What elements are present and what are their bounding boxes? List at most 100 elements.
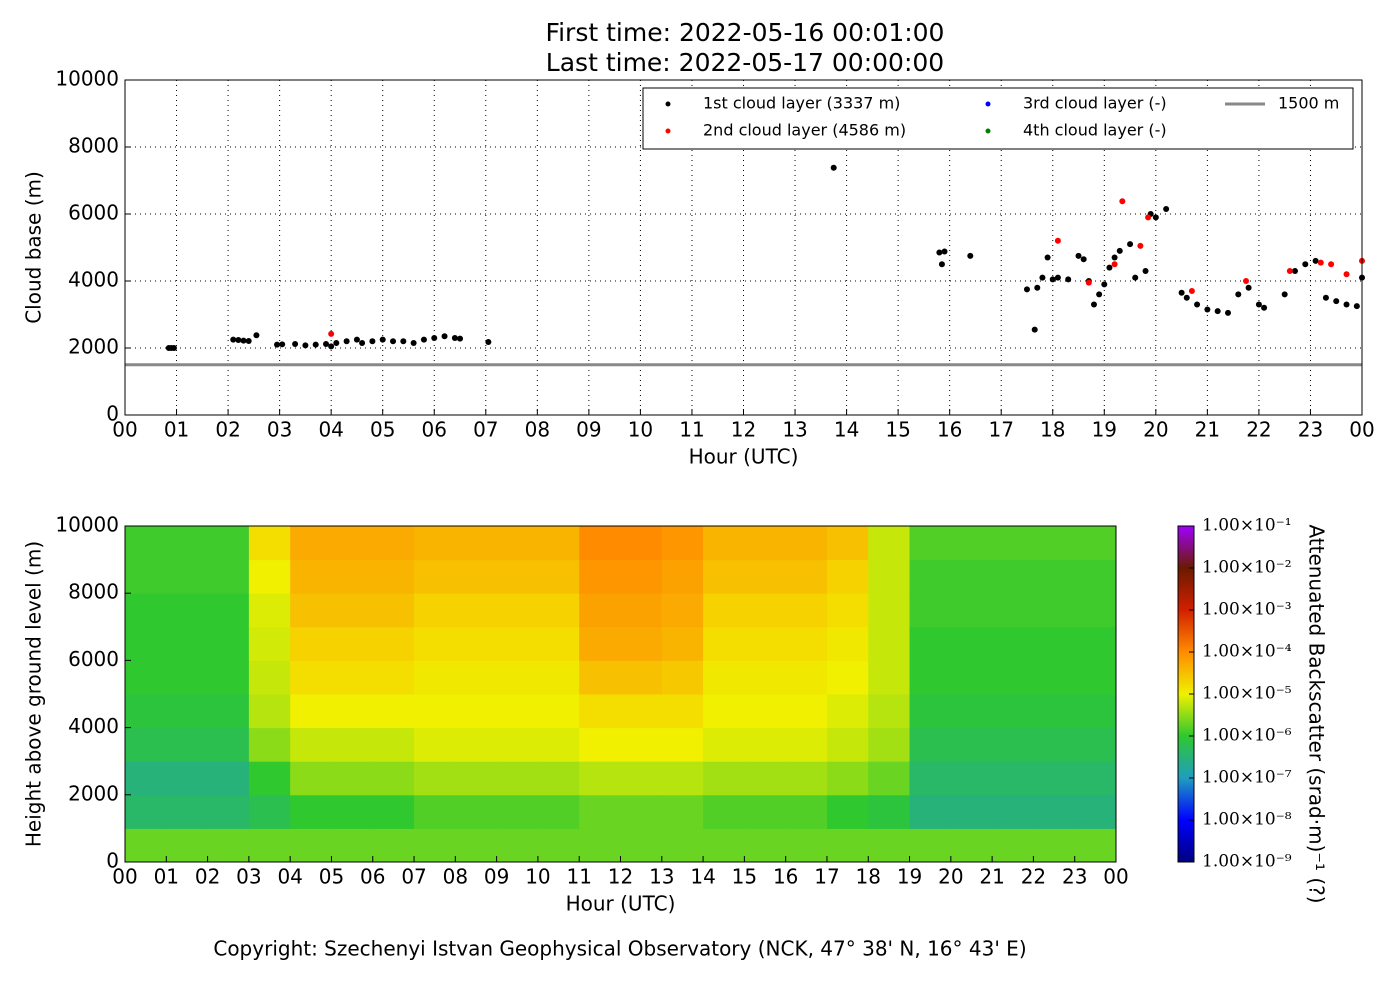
heatmap-cell xyxy=(537,828,580,863)
heatmap-cell xyxy=(744,660,787,695)
x-tick-label: 05 xyxy=(370,418,395,442)
heatmap-cell xyxy=(455,626,498,661)
x-tick-label: 10 xyxy=(525,865,550,889)
x-tick-label: 16 xyxy=(937,418,962,442)
heatmap-cell xyxy=(125,794,167,829)
heatmap-cell xyxy=(455,593,498,628)
heatmap-cell xyxy=(331,526,374,561)
heatmap-cell xyxy=(785,694,828,729)
cloud-point xyxy=(830,164,837,171)
cloud-point xyxy=(1085,279,1092,286)
heatmap-cell xyxy=(455,660,498,695)
heatmap-cell xyxy=(496,660,539,695)
heatmap-cell xyxy=(125,660,167,695)
cloud-point xyxy=(1281,291,1288,298)
heatmap-cell xyxy=(207,761,250,796)
heatmap-cell xyxy=(703,727,745,762)
y-tick-label: 10000 xyxy=(55,67,119,91)
cloud-point xyxy=(328,330,335,337)
x-tick-label: 03 xyxy=(267,418,292,442)
heatmap-cell xyxy=(1033,694,1076,729)
cloud-point xyxy=(1178,289,1185,296)
heatmap-cell xyxy=(909,727,952,762)
heatmap-cell xyxy=(992,727,1034,762)
heatmap-cell xyxy=(909,526,952,561)
heatmap-cell xyxy=(207,794,250,829)
cloud-point xyxy=(333,339,340,346)
heatmap-cell xyxy=(826,727,869,762)
cloud-point xyxy=(1261,304,1268,311)
cloud-point xyxy=(420,336,427,343)
cloud-point xyxy=(1065,276,1072,283)
heatmap-cell xyxy=(207,526,250,561)
heatmap-cell xyxy=(826,660,869,695)
cloud-point xyxy=(1054,274,1061,281)
heatmap-cell xyxy=(248,626,291,661)
heatmap-cell xyxy=(620,660,663,695)
heatmap xyxy=(125,526,1117,863)
cloud-point xyxy=(1328,261,1335,268)
heatmap-cell xyxy=(537,794,580,829)
cloud-point xyxy=(1312,257,1319,264)
cloud-point xyxy=(441,333,448,340)
y-axis-label: Height above ground level (m) xyxy=(22,541,46,847)
cloud-point xyxy=(1317,259,1324,266)
heatmap-cell xyxy=(372,626,415,661)
cloud-point xyxy=(1302,261,1309,268)
cloud-point xyxy=(1194,301,1201,308)
cloud-point xyxy=(1090,301,1097,308)
cloud-point xyxy=(1023,286,1030,293)
heatmap-cell xyxy=(703,526,745,561)
title-line: First time: 2022-05-16 00:01:00 xyxy=(546,18,945,47)
heatmap-cell xyxy=(1033,794,1076,829)
heatmap-cell xyxy=(290,694,332,729)
heatmap-cell xyxy=(331,660,374,695)
cloud-point xyxy=(1127,241,1134,248)
heatmap-cell xyxy=(414,694,456,729)
heatmap-cell xyxy=(744,828,787,863)
heatmap-cell xyxy=(248,526,291,561)
heatmap-cell xyxy=(1074,828,1117,863)
cloud-point xyxy=(1343,301,1350,308)
heatmap-cell xyxy=(1074,526,1117,561)
x-tick-label: 17 xyxy=(988,418,1013,442)
cloud-point xyxy=(941,248,948,255)
cloud-point xyxy=(1075,252,1082,259)
heatmap-cell xyxy=(331,694,374,729)
cloud-point xyxy=(253,332,260,339)
x-axis-label: Hour (UTC) xyxy=(689,445,799,469)
heatmap-cell xyxy=(868,626,911,661)
heatmap-cell xyxy=(579,660,621,695)
cloud-point xyxy=(328,343,335,350)
heatmap-cell xyxy=(868,660,911,695)
heatmap-cell xyxy=(620,626,663,661)
x-tick-label: 18 xyxy=(856,865,881,889)
cloud-point xyxy=(1031,326,1038,333)
heatmap-cell xyxy=(166,559,209,594)
heatmap-cell xyxy=(331,626,374,661)
heatmap-cell xyxy=(703,694,745,729)
heatmap-cell xyxy=(620,828,663,863)
cloud-point xyxy=(1188,288,1195,295)
heatmap-cell xyxy=(372,660,415,695)
heatmap-cell xyxy=(826,761,869,796)
heatmap-cell xyxy=(496,727,539,762)
cloud-point xyxy=(323,340,330,347)
x-tick-label: 07 xyxy=(401,865,426,889)
heatmap-cell xyxy=(125,559,167,594)
colorbar-tick-label: 1.00×10⁻² xyxy=(1202,558,1292,578)
heatmap-cell xyxy=(496,526,539,561)
heatmap-cell xyxy=(744,593,787,628)
cloud-point xyxy=(312,341,319,348)
heatmap-cell xyxy=(1074,694,1117,729)
heatmap-cell xyxy=(703,593,745,628)
heatmap-cell xyxy=(496,626,539,661)
x-tick-label: 10 xyxy=(628,418,653,442)
cloud-point xyxy=(457,335,464,342)
heatmap-cell xyxy=(826,593,869,628)
heatmap-cell xyxy=(703,828,745,863)
heatmap-cell xyxy=(331,559,374,594)
heatmap-cell xyxy=(703,626,745,661)
heatmap-cell xyxy=(992,593,1034,628)
y-tick-label: 2000 xyxy=(68,781,119,805)
